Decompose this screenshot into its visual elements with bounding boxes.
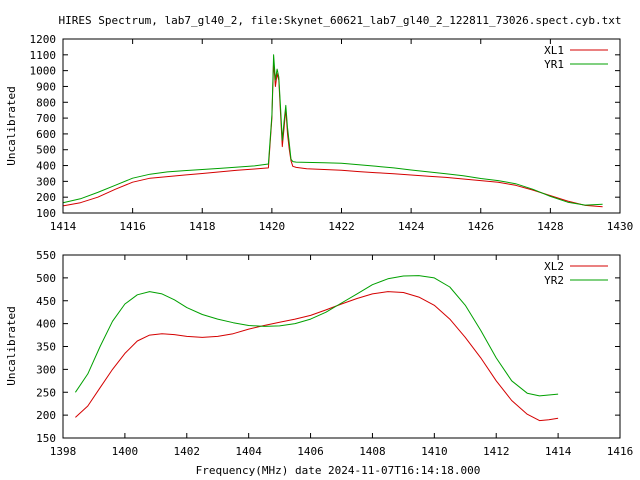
- y-tick-label: 500: [36, 272, 56, 285]
- x-tick-label: 1414: [50, 220, 77, 233]
- legend-label-xl1: XL1: [544, 44, 564, 57]
- y-tick-label: 450: [36, 295, 56, 308]
- y-tick-label: 150: [36, 432, 56, 445]
- top-spectrum-plot: 1414 1416 1418 1420 1422 1424 1426 1428 1430 100 2…: [5, 33, 633, 233]
- y-tick-label: 200: [36, 191, 56, 204]
- x-tick-label: 1420: [259, 220, 286, 233]
- y-tick-label: 800: [36, 96, 56, 109]
- x-tick-label: 1402: [174, 445, 201, 458]
- x-tick-label: 1398: [50, 445, 77, 458]
- y-tick-label: 400: [36, 318, 56, 331]
- x-tick-label: 1414: [545, 445, 572, 458]
- x-tick-label: 1418: [189, 220, 216, 233]
- x-axis-label: Frequency(MHz) date 2024-11-07T16:14:18.…: [196, 464, 481, 477]
- x-tick-label: 1406: [297, 445, 324, 458]
- bottom-spectrum-plot: 1398 1400 1402 1404 1406 1408 1410 1412 1414 1416…: [5, 249, 633, 458]
- legend-label-xl2: XL2: [544, 260, 564, 273]
- x-tick-label: 1424: [398, 220, 425, 233]
- y-tick-label: 550: [36, 249, 56, 262]
- series-line-xl1: [62, 60, 603, 208]
- plot-frame: [62, 254, 621, 439]
- x-tick-label: 1422: [328, 220, 355, 233]
- y-tick-label: 1200: [30, 33, 57, 46]
- x-tick-label: 1426: [468, 220, 495, 233]
- y-tick-label: 1000: [30, 65, 57, 78]
- y-tick-label: 200: [36, 409, 56, 422]
- series-line-yr2: [74, 275, 559, 397]
- y-tick-label: 700: [36, 112, 56, 125]
- x-tick-label: 1410: [421, 445, 448, 458]
- x-tick-label: 1400: [112, 445, 139, 458]
- y-tick-label: 500: [36, 144, 56, 157]
- y-tick-label: 350: [36, 341, 56, 354]
- x-tick-label: 1408: [359, 445, 386, 458]
- y-tick-label: 300: [36, 175, 56, 188]
- x-tick-label: 1416: [607, 445, 634, 458]
- legend-label-yr1: YR1: [544, 58, 564, 71]
- x-tick-label: 1412: [483, 445, 510, 458]
- y-axis-label: Uncalibrated: [5, 86, 18, 165]
- x-tick-label: 1428: [537, 220, 564, 233]
- y-tick-label: 300: [36, 363, 56, 376]
- y-tick-label: 1100: [30, 49, 57, 62]
- x-tick-label: 1404: [235, 445, 262, 458]
- plot-frame: [62, 38, 621, 214]
- figure-title: HIRES Spectrum, lab7_gl40_2, file:Skynet…: [59, 14, 622, 27]
- legend-label-yr2: YR2: [544, 274, 564, 287]
- y-tick-label: 900: [36, 80, 56, 93]
- y-tick-label: 100: [36, 207, 56, 220]
- x-tick-label: 1430: [607, 220, 634, 233]
- x-tick-label: 1416: [119, 220, 146, 233]
- series-line-yr1: [62, 54, 603, 206]
- y-tick-label: 600: [36, 128, 56, 141]
- y-tick-label: 250: [36, 386, 56, 399]
- y-axis-label: Uncalibrated: [5, 306, 18, 385]
- y-tick-label: 400: [36, 160, 56, 173]
- series-line-xl2: [75, 291, 559, 422]
